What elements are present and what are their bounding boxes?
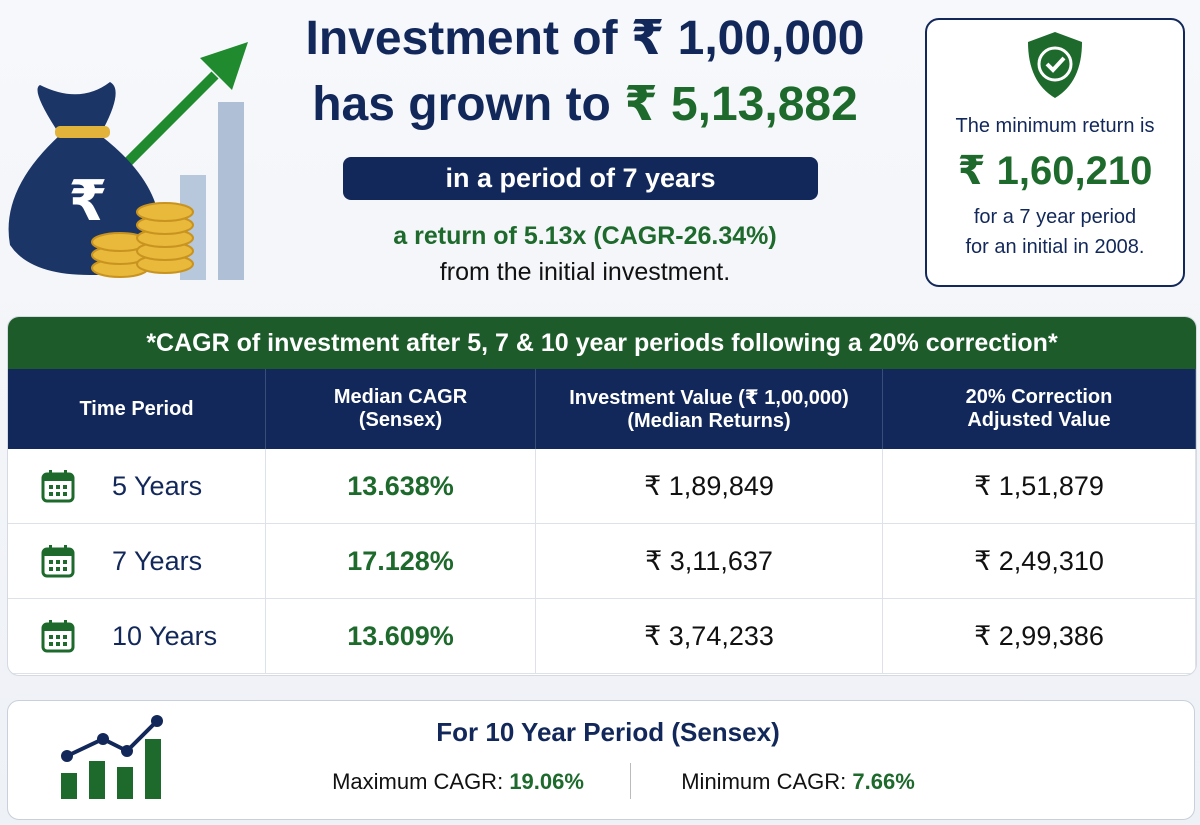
table-cell: 5 Years — [8, 449, 266, 524]
table-cell: ₹ 3,74,233 — [536, 599, 883, 674]
calendar-icon — [41, 545, 75, 578]
header-line: (Sensex) — [358, 409, 443, 431]
table-cell: ₹ 3,11,637 — [536, 524, 883, 599]
header-line: Median CAGR — [333, 386, 468, 408]
cell-text: ₹ 3,74,233 — [644, 620, 774, 651]
header-line: Adjusted Value — [967, 409, 1111, 431]
table-cell: 7 Years — [8, 524, 266, 599]
cell-text: 5 Years — [112, 470, 203, 501]
max-value: 19.06% — [509, 769, 584, 794]
footer-title: For 10 Year Period (Sensex) — [436, 717, 780, 747]
table-cell: 10 Years — [8, 599, 266, 674]
cell-text: ₹ 2,49,310 — [974, 545, 1104, 576]
cell-text: ₹ 1,51,879 — [974, 470, 1104, 501]
table-cell: ₹ 1,51,879 — [883, 449, 1196, 524]
footer-max: Maximum CAGR: 19.06% — [308, 769, 608, 795]
min-label: Minimum CAGR: — [681, 769, 847, 794]
header-line: Time Period — [79, 397, 194, 420]
header-cell: Investment Value (₹ 1,00,000) (Median Ret… — [536, 369, 883, 449]
side-text: The minimum return is — [955, 115, 1155, 137]
cell-text: 13.609% — [347, 620, 454, 651]
headline-line2: has grown to ₹ 5,13,882 — [270, 76, 900, 132]
table-cell: ₹ 2,99,386 — [883, 599, 1196, 674]
table-title: *CAGR of investment after 5, 7 & 10 year… — [8, 317, 1196, 369]
calendar-icon — [41, 620, 75, 653]
calendar-icon — [41, 470, 75, 503]
max-label: Maximum CAGR: — [332, 769, 504, 794]
cell-text: ₹ 2,99,386 — [974, 620, 1104, 651]
side-box: The minimum return is ₹ 1,60,210 for a 7… — [925, 18, 1185, 287]
table-cell: ₹ 2,49,310 — [883, 524, 1196, 599]
cell-text: 17.128% — [347, 545, 454, 576]
money-illustration: ₹ — [8, 42, 248, 280]
header-cell: Time Period — [8, 369, 266, 449]
table-cell: 13.638% — [266, 449, 536, 524]
header-line: Investment Value (₹ 1,00,000) — [569, 387, 849, 409]
table-cell: ₹ 1,89,849 — [536, 449, 883, 524]
header-cell: 20% Correction Adjusted Value — [883, 369, 1196, 449]
cell-text: 10 Years — [112, 620, 218, 651]
footer-box: For 10 Year Period (Sensex) Maximum CAGR… — [7, 700, 1195, 820]
cell-text: ₹ 1,89,849 — [644, 470, 774, 501]
table-cell: 13.609% — [266, 599, 536, 674]
return-sub: from the initial investment. — [439, 258, 731, 286]
side-text: for an initial in 2008. — [965, 236, 1145, 258]
growth-icon — [61, 715, 163, 799]
return-line: a return of 5.13x (CAGR-26.34%) — [393, 222, 777, 250]
side-text: for a 7 year period — [973, 206, 1137, 228]
table: *CAGR of investment after 5, 7 & 10 year… — [7, 316, 1197, 676]
table-cell: 17.128% — [266, 524, 536, 599]
headline-text: has grown to — [312, 78, 611, 131]
header-cell: Median CAGR (Sensex) — [266, 369, 536, 449]
headline-amount: ₹ 5,13,882 — [624, 78, 858, 131]
headline-line1: Investment of ₹ 1,00,000 — [305, 12, 865, 65]
period-pill: in a period of 7 years — [343, 157, 818, 200]
header-line: 20% Correction — [965, 386, 1113, 408]
header-line: (Median Returns) — [627, 410, 791, 432]
cell-text: 13.638% — [347, 470, 454, 501]
shield-icon — [1028, 32, 1082, 98]
side-amount: ₹ 1,60,210 — [957, 149, 1153, 193]
table-body: Time Period Median CAGR (Sensex) Investment… — [8, 369, 1196, 675]
svg-text:₹: ₹ — [69, 169, 108, 232]
min-value: 7.66% — [852, 769, 915, 794]
footer-min: Minimum CAGR: 7.66% — [648, 769, 948, 795]
cell-text: ₹ 3,11,637 — [645, 545, 773, 576]
divider — [630, 763, 631, 799]
cell-text: 7 Years — [112, 545, 203, 576]
